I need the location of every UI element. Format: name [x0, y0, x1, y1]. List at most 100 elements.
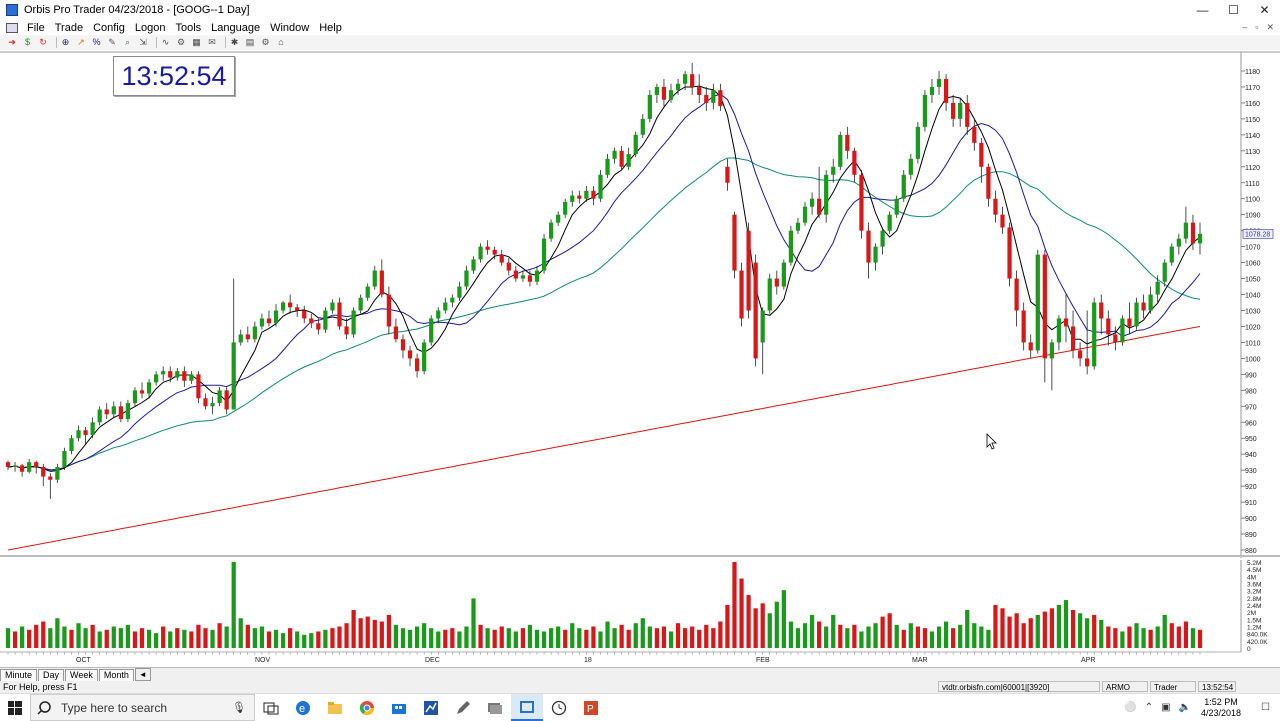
candle	[97, 406, 102, 426]
price-axis-label: 1000	[1245, 356, 1261, 363]
arrow-icon[interactable]: ➜	[8, 37, 16, 47]
tab-minute[interactable]: Minute	[0, 669, 38, 681]
volume-bar	[972, 623, 977, 648]
volume-bar	[203, 628, 208, 648]
candle	[774, 270, 779, 295]
volume-bar	[41, 621, 46, 648]
candle	[393, 318, 399, 343]
tab-scroll-left-icon[interactable]: ◄	[134, 668, 151, 681]
tab-week[interactable]: Week	[65, 669, 98, 681]
volume-bar	[365, 616, 370, 648]
candle	[880, 227, 885, 255]
tray-chevron-up-icon[interactable]: ⌃	[1144, 702, 1154, 713]
candle	[478, 243, 483, 263]
notifications-icon[interactable]: ☐	[1261, 702, 1270, 713]
powerpoint-icon[interactable]: P	[575, 694, 607, 721]
volume-bar	[718, 621, 723, 648]
candle	[753, 254, 758, 367]
chart-area[interactable]: 1180 1170 1160 1150 1140 1130 1120 1110 1100 1090…	[0, 50, 1280, 680]
clock-app-icon[interactable]	[543, 694, 575, 721]
candle	[654, 83, 660, 103]
menu-language[interactable]: Language	[211, 21, 261, 34]
volume-bar	[506, 628, 511, 648]
menu-file[interactable]: File	[27, 21, 45, 34]
document-icon[interactable]	[6, 22, 18, 33]
menu-trade[interactable]: Trade	[54, 21, 84, 34]
crosshair-icon[interactable]: ⊕	[61, 37, 70, 47]
home-icon[interactable]: ⌂	[278, 37, 284, 47]
candle	[1042, 249, 1047, 383]
volume-bar	[929, 631, 935, 648]
candle	[55, 463, 60, 483]
mdi-minimize-icon[interactable]: –	[1242, 22, 1248, 32]
menu-help[interactable]: Help	[319, 21, 342, 34]
task-view-icon[interactable]	[255, 694, 287, 721]
store-icon[interactable]	[383, 694, 415, 721]
refresh-icon[interactable]: ↻	[39, 37, 47, 47]
mdi-close-icon[interactable]: ✕	[1266, 22, 1274, 32]
volume-axis-label: 4.5M	[1247, 567, 1261, 574]
menu-tools[interactable]: Tools	[175, 21, 202, 34]
volume-bar	[386, 614, 391, 648]
mdi-restore-icon[interactable]: ▫	[1255, 22, 1259, 32]
volume-bar	[323, 629, 328, 648]
candle	[965, 94, 970, 135]
message-icon[interactable]: ✉	[208, 37, 216, 47]
orbis-app-icon[interactable]	[511, 694, 543, 721]
menu-logon[interactable]: Logon	[134, 21, 166, 34]
menu-window[interactable]: Window	[270, 21, 310, 34]
percent-icon[interactable]: %	[92, 37, 101, 47]
tab-month[interactable]: Month	[98, 669, 134, 681]
windows-start-icon[interactable]	[0, 694, 30, 721]
price-axis-label: 1030	[1245, 308, 1261, 315]
candle	[1113, 326, 1118, 351]
gear-icon[interactable]: ⚙	[261, 37, 270, 47]
trading-app-icon[interactable]	[415, 694, 447, 721]
candle	[831, 158, 836, 183]
microphone-icon[interactable]: 🎙	[232, 702, 246, 714]
file-explorer-icon[interactable]	[319, 694, 351, 721]
volume-bar	[231, 562, 236, 648]
chrome-icon[interactable]	[351, 694, 383, 721]
candle	[203, 393, 208, 410]
line-chart-icon[interactable]: ∿	[161, 37, 170, 47]
taskbar-clock[interactable]: 1:52 PM 4/23/2018	[1201, 697, 1241, 719]
window-title: Orbis Pro Trader 04/23/2018 - [GOOG--1 D…	[24, 4, 250, 16]
candle	[732, 211, 737, 279]
volume-bar	[690, 626, 695, 648]
candle	[690, 63, 695, 95]
volume-bar	[1120, 631, 1125, 648]
zoom-icon[interactable]: ⌕	[124, 37, 131, 47]
pencil-app-icon[interactable]	[447, 694, 479, 721]
network-icon[interactable]: ▣	[1161, 702, 1171, 713]
moving-average-mid-line	[7, 93, 1201, 471]
volume-bar	[675, 623, 681, 648]
volume-axis-label: 1.5M	[1247, 617, 1261, 624]
taskbar-time: 1:52 PM	[1204, 696, 1238, 707]
layout-icon[interactable]: ▤	[245, 37, 255, 47]
close-icon[interactable]: ✕	[1259, 3, 1270, 17]
tab-day[interactable]: Day	[38, 669, 65, 681]
maximize-icon[interactable]: ☐	[1228, 3, 1239, 17]
stack-app-icon[interactable]	[479, 694, 511, 721]
menu-config[interactable]: Config	[93, 21, 125, 34]
candlestick-chart[interactable]: 1180 1170 1160 1150 1140 1130 1120 1110 1100 1090…	[0, 50, 1280, 680]
settings-icon[interactable]: ⚙	[176, 37, 186, 47]
candle	[838, 131, 843, 170]
volume-bar	[5, 628, 11, 648]
tools-icon[interactable]: ✱	[230, 37, 239, 47]
candle	[739, 262, 744, 327]
status-time: 13:52:54	[1198, 681, 1236, 692]
edge-browser-icon[interactable]: e	[287, 694, 319, 721]
taskbar-search-box[interactable]: Type here to search 🎙	[30, 694, 255, 721]
dollar-icon[interactable]: $	[24, 37, 30, 47]
grid-icon[interactable]: ▦	[192, 37, 201, 47]
minimize-icon[interactable]: —	[1196, 3, 1209, 17]
trend-icon[interactable]: ↗	[77, 37, 85, 47]
volume-icon[interactable]: 🔈	[1178, 702, 1191, 713]
draw-icon[interactable]: ✎	[108, 37, 116, 47]
people-icon[interactable]: ⚪	[1124, 702, 1137, 713]
volume-bar	[591, 626, 596, 648]
volume-bar	[951, 628, 956, 648]
fit-icon[interactable]: ⇲	[139, 37, 147, 47]
